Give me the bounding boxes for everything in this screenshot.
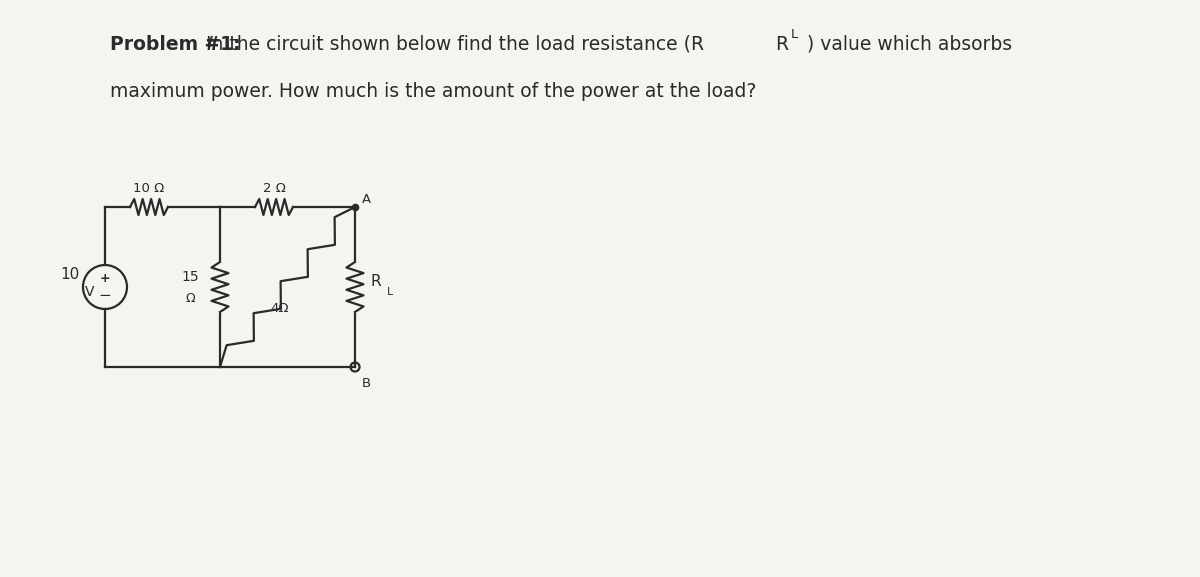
Text: Problem #1:: Problem #1: <box>110 35 241 54</box>
Text: Ω: Ω <box>185 293 194 305</box>
Text: ) value which absorbs: ) value which absorbs <box>808 35 1012 54</box>
Text: 15: 15 <box>181 270 199 284</box>
Text: 2 Ω: 2 Ω <box>263 182 286 195</box>
Text: +: + <box>100 272 110 286</box>
Text: maximum power. How much is the amount of the power at the load?: maximum power. How much is the amount of… <box>110 82 756 101</box>
Text: B: B <box>362 377 371 390</box>
Text: A: A <box>362 193 371 206</box>
Text: L: L <box>791 28 798 41</box>
Text: V: V <box>85 285 95 299</box>
Text: 10: 10 <box>60 268 79 283</box>
Text: 10 Ω: 10 Ω <box>133 182 164 195</box>
Text: −: − <box>98 288 112 304</box>
Text: L: L <box>386 287 394 297</box>
Text: 4Ω: 4Ω <box>270 302 289 316</box>
Text: R: R <box>371 275 382 290</box>
Text: R: R <box>775 35 788 54</box>
Text: In the circuit shown below find the load resistance (R: In the circuit shown below find the load… <box>200 35 704 54</box>
